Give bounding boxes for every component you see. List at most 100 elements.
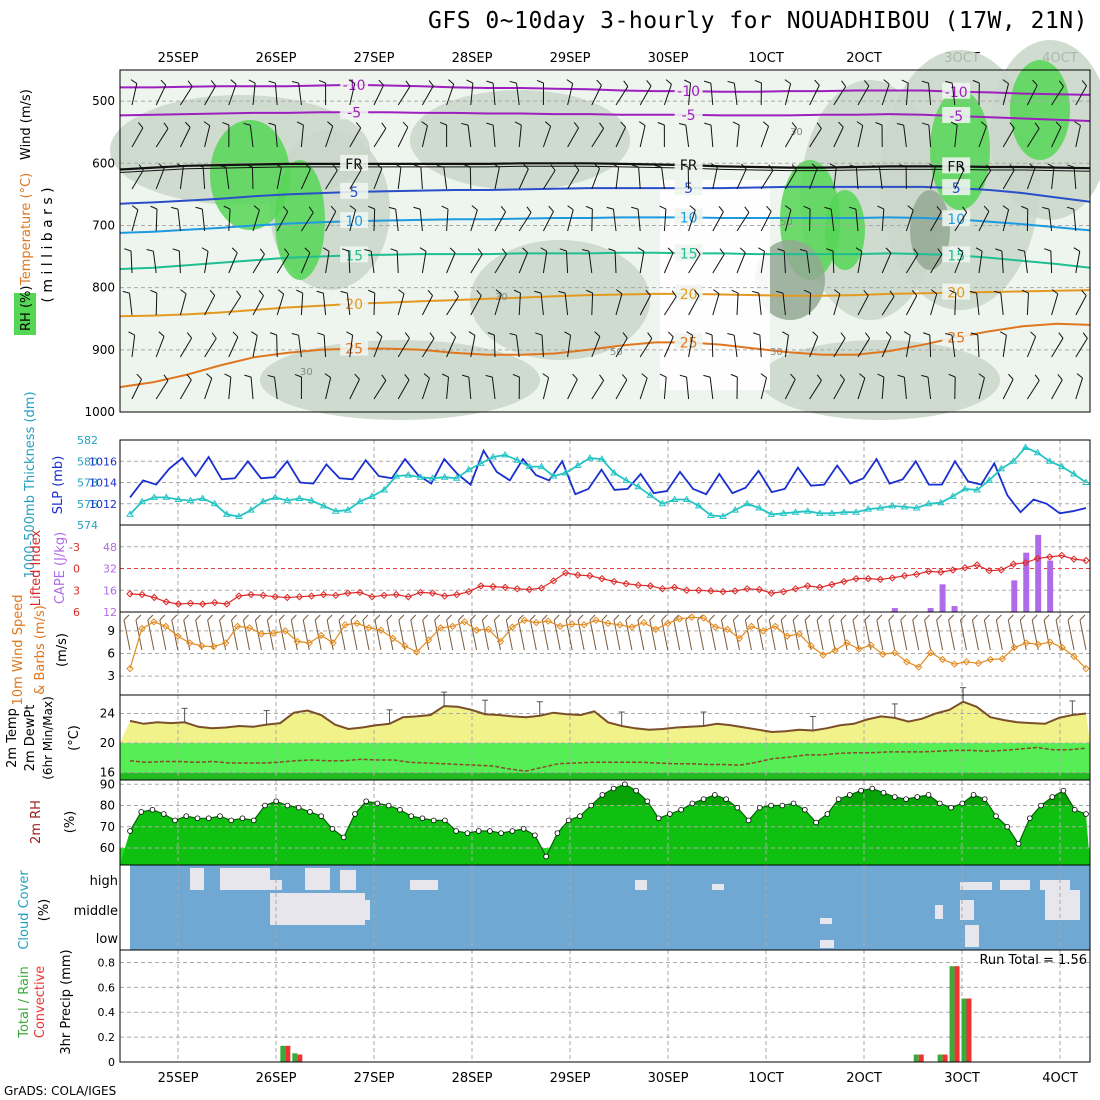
barb-flag — [180, 289, 187, 295]
wind-barb — [1075, 289, 1087, 316]
barb-flag — [291, 80, 299, 84]
wind-barb — [542, 205, 554, 232]
barb-staff — [857, 377, 866, 400]
barb-staff — [179, 293, 187, 316]
wind-barb — [179, 289, 187, 316]
barb-flag — [945, 333, 953, 336]
barb-flag — [1042, 206, 1050, 210]
barb-flag — [522, 247, 528, 254]
isotherm-label-bg — [674, 105, 703, 122]
barb-staff — [446, 296, 459, 316]
date-label-top-7: 2OCT — [846, 51, 882, 66]
wind-barb — [1051, 289, 1059, 316]
barb-flag — [317, 332, 325, 336]
barb-flag — [368, 205, 375, 210]
wind-barb — [615, 289, 623, 316]
barb-staff — [615, 126, 626, 148]
wind-speed-point — [1022, 639, 1030, 647]
wind-barb — [840, 614, 847, 621]
lifted-index-point — [997, 566, 1005, 574]
thickness-point — [343, 506, 352, 513]
wind-barb — [833, 121, 844, 148]
barb-staff — [663, 336, 674, 358]
barb-staff — [276, 334, 278, 358]
barb-flag — [268, 122, 276, 126]
thickness-point — [622, 476, 631, 483]
wind-barb — [204, 289, 216, 316]
barb-flag — [911, 289, 918, 296]
barb-staff — [954, 252, 964, 274]
ylabel-rh: RH (%) — [19, 286, 34, 331]
wind-speed-point — [616, 621, 624, 629]
wind-barb — [975, 247, 983, 274]
cloud-cell-2 — [270, 880, 282, 890]
barb-flag — [500, 206, 506, 213]
wind-barb — [159, 614, 166, 621]
wind-barb — [266, 619, 274, 651]
barb-staff — [128, 293, 133, 316]
wind-barb — [663, 290, 677, 316]
barb-flag — [1058, 332, 1064, 339]
wind-barb — [784, 373, 796, 400]
barb-staff — [760, 170, 774, 190]
wind-barb — [131, 373, 143, 400]
barb-staff — [494, 293, 502, 316]
barb-flag — [442, 373, 449, 378]
rh-point — [1026, 815, 1033, 822]
barb-flag — [185, 121, 191, 128]
rh-point — [172, 817, 178, 824]
wind-barb — [441, 205, 449, 232]
wind-speed-point — [520, 616, 529, 625]
wind-barb — [390, 248, 399, 274]
wind-barb — [482, 614, 488, 621]
barb-staff — [736, 293, 739, 316]
wind-speed-point — [986, 655, 995, 664]
barb-flag — [1032, 79, 1038, 86]
barb-staff — [927, 377, 932, 400]
wind-barb — [1042, 206, 1053, 232]
wind-barb — [540, 247, 548, 274]
barb-staff — [1002, 83, 1010, 106]
barb-staff — [155, 128, 169, 148]
isotherm-label-bg — [942, 283, 971, 300]
rh-point — [970, 792, 977, 798]
wind-barb — [899, 164, 907, 190]
rh-point — [217, 813, 223, 819]
barb-staff — [1075, 125, 1081, 148]
barb-flag — [929, 163, 936, 168]
wind-barb — [876, 619, 884, 651]
barb-flag — [945, 80, 953, 84]
wind-barb — [513, 289, 521, 316]
wind-barb — [1073, 247, 1081, 274]
ylabel-line-0: (°C) — [67, 725, 82, 751]
barb-staff — [421, 295, 434, 316]
thickness-point — [1070, 470, 1078, 477]
wind-barb — [155, 331, 165, 358]
isotherm-label-bg — [340, 75, 369, 92]
barb-staff — [1075, 85, 1087, 106]
ylabel-line-0: 10m Wind Speed — [11, 595, 26, 706]
lifted-index-point — [973, 561, 981, 569]
barb-staff — [615, 293, 623, 316]
wind-barb — [760, 164, 774, 190]
barb-flag — [705, 332, 713, 336]
barb-staff — [905, 295, 918, 316]
barb-staff — [274, 83, 278, 106]
barb-staff — [468, 377, 472, 400]
wind-barb — [833, 374, 845, 400]
lifted-index-point — [816, 583, 824, 592]
barb-flag — [364, 249, 372, 252]
barb-staff — [567, 169, 580, 190]
barb-staff — [349, 209, 357, 232]
barb-flag — [768, 164, 774, 171]
barb-staff — [663, 252, 674, 274]
barb-flag — [599, 122, 605, 129]
wind-barb — [930, 248, 943, 274]
wind-barb — [150, 289, 158, 316]
isotherm-1 — [119, 111, 1091, 122]
date-label-bottom-3: 28SEP — [452, 1071, 493, 1086]
barb-staff — [325, 126, 334, 148]
rh-blob-12 — [825, 190, 865, 270]
wind-barb — [245, 164, 254, 190]
barb-staff — [782, 293, 786, 316]
